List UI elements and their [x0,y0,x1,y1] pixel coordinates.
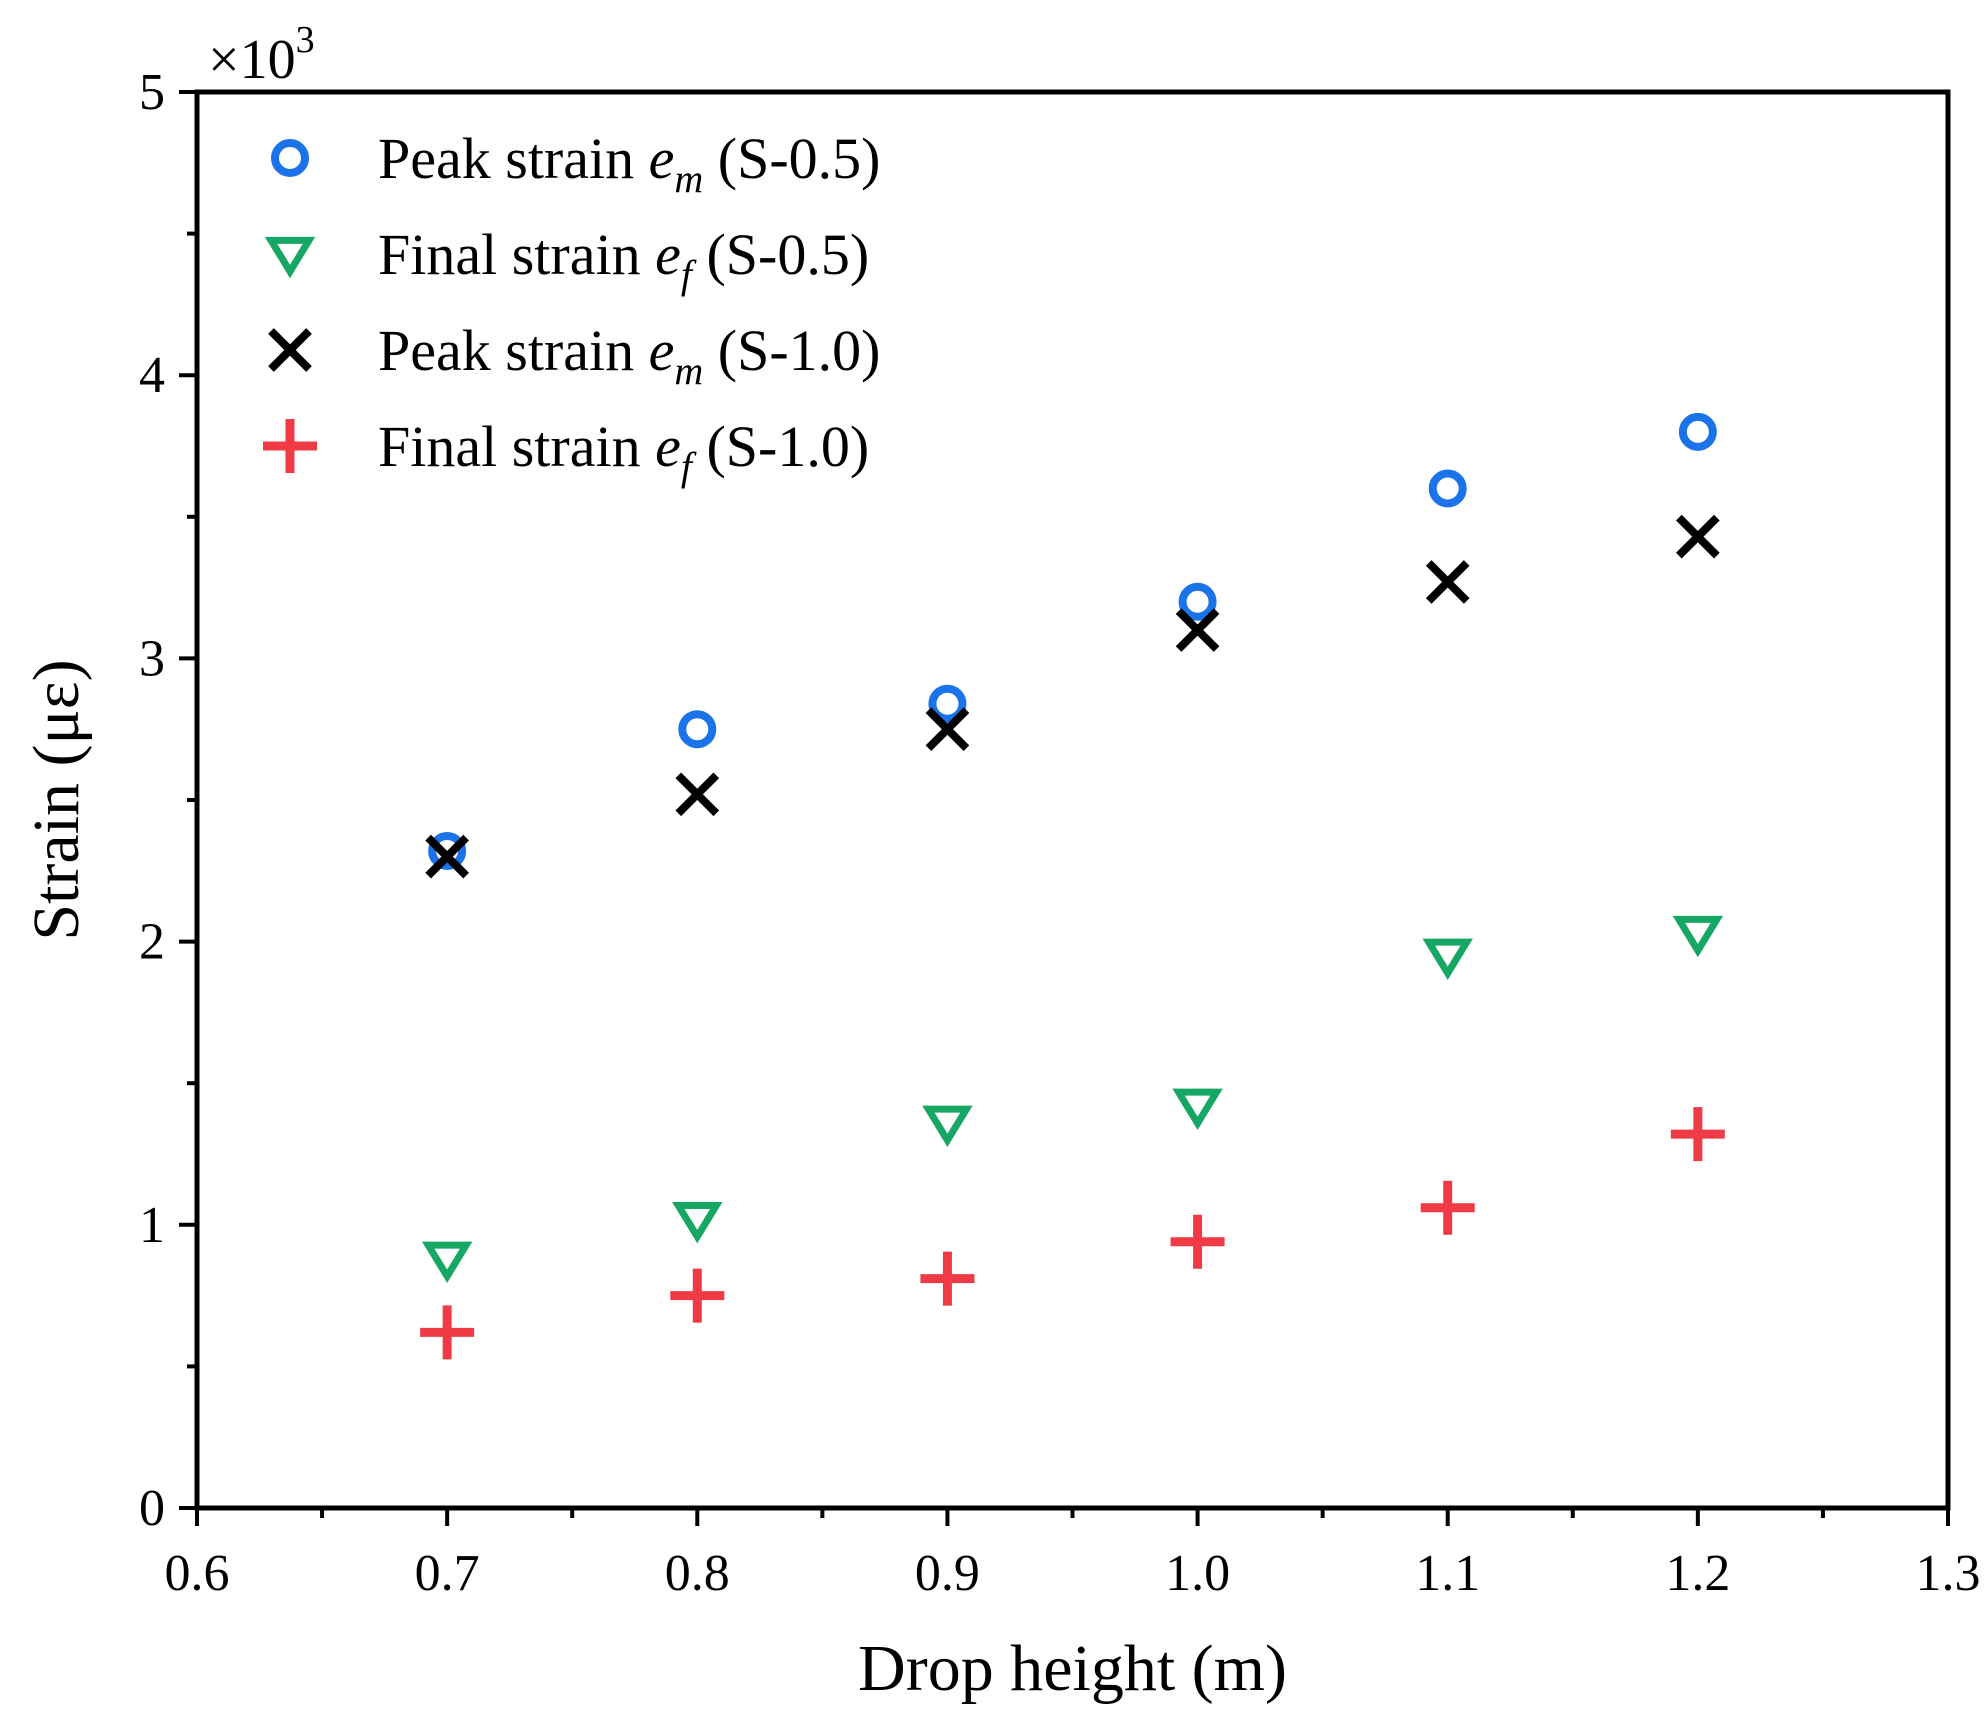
y-tick-label: 4 [139,347,165,404]
legend-label-variable: e [655,414,681,479]
x-axis-title: Drop height (m) [858,1632,1287,1705]
data-point-series-2 [925,707,970,752]
legend-label-pre: Final strain [378,414,655,479]
axes: 0.6 0.7 0.8 0.9 1.0 1.1 1.2 1.3 0 1 2 3 4 5 Drop heigh… [20,19,1981,1705]
x-tick-label: 1.2 [1665,1545,1730,1602]
data-point-series-3 [1420,1180,1475,1235]
data-point-series-3 [670,1268,725,1323]
data-point-series-2 [1175,608,1220,652]
data-point-series-2 [1676,514,1720,559]
data-point-series-3 [1670,1107,1725,1162]
legend-label-variable: e [649,126,675,191]
legend-label-variable: e [649,318,675,383]
data-point-series-3 [420,1305,475,1360]
multiplier-exponent: 3 [296,19,315,61]
data-point-series-1 [922,1105,973,1148]
plot-frame [194,89,1951,1511]
y-axis-multiplier: ×103 [208,19,315,91]
legend-label-post: (S-1.0) [692,414,869,479]
legend-label-pre: Final strain [378,222,655,287]
legend-marker-0 [271,139,309,177]
data-point-series-0 [428,831,467,870]
legend-label-post: (S-1.0) [703,318,880,383]
multiplier-base: ×10 [208,29,296,91]
y-tick-label: 2 [139,914,165,971]
legend-label-post: (S-0.5) [703,126,880,191]
data-point-series-1 [1672,915,1724,958]
x-tick-label: 1.0 [1165,1545,1230,1602]
data-point-series-0 [1428,469,1467,508]
data-marks [420,412,1725,1360]
y-tick-label: 5 [139,64,165,121]
x-tick-label: 0.8 [665,1545,730,1602]
y-tick-label: 1 [139,1197,165,1254]
legend-label-1: Final strain ef (S-0.5) [378,222,869,297]
data-point-series-3 [1170,1214,1225,1269]
legend-label-2: Peak strain em (S-1.0) [378,318,880,393]
data-point-series-3 [920,1251,975,1306]
data-point-series-1 [1422,938,1473,980]
legend-label-post: (S-0.5) [692,222,869,287]
y-axis-title: Strain (με) [20,659,93,940]
legend-label-pre: Peak strain [378,126,649,191]
data-point-series-1 [1172,1088,1223,1131]
x-tick-label: 0.6 [165,1545,230,1602]
legend: Peak strain em (S-0.5)Final strain ef (S… [263,126,880,489]
legend-label-pre: Peak strain [378,318,649,383]
legend-marker-1 [264,236,316,279]
legend-label-subscript: m [674,348,703,393]
data-point-series-0 [928,684,967,723]
legend-label-variable: e [655,222,681,287]
x-tick-label: 1.1 [1415,1545,1480,1602]
data-point-series-1 [672,1201,723,1244]
legend-marker-3 [263,419,317,473]
legend-label-subscript: m [674,156,703,201]
x-tick-label: 0.9 [915,1545,980,1602]
data-point-series-2 [1425,560,1470,604]
data-point-series-0 [1678,412,1717,451]
data-point-series-2 [675,772,720,817]
data-point-series-0 [1178,582,1217,621]
data-point-series-2 [425,834,469,879]
legend-marker-2 [268,328,312,372]
y-tick-label: 0 [139,1480,165,1537]
legend-label-3: Final strain ef (S-1.0) [378,414,869,489]
x-tick-label: 0.7 [415,1545,480,1602]
legend-label-0: Peak strain em (S-0.5) [378,126,880,201]
y-tick-label: 3 [139,630,165,687]
data-point-series-1 [421,1241,473,1283]
x-tick-label: 1.3 [1916,1545,1981,1602]
data-point-series-0 [678,710,717,749]
